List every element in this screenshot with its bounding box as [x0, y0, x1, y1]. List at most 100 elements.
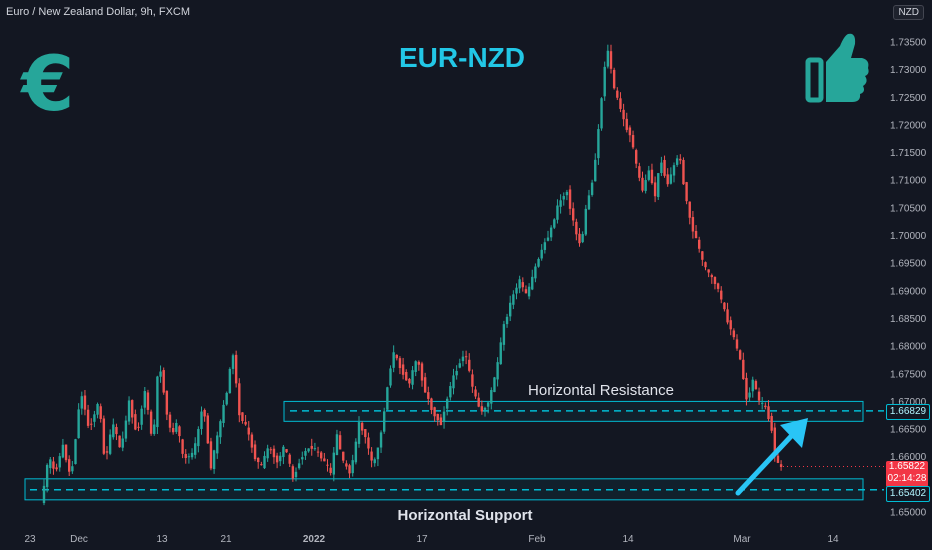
- candle-body: [55, 467, 58, 470]
- candle-body: [707, 269, 710, 273]
- candle-body: [200, 411, 203, 429]
- last-price-value: 1.65822: [888, 461, 926, 472]
- candle-body: [773, 427, 776, 457]
- candle-body: [477, 397, 480, 407]
- candle-body: [165, 390, 169, 415]
- thumbs-up-icon: [805, 33, 869, 103]
- candle-body: [143, 391, 146, 408]
- candle-body: [392, 352, 395, 368]
- candle-body: [688, 201, 691, 218]
- y-tick-label: 1.71000: [890, 176, 927, 187]
- candle-body: [194, 443, 197, 455]
- candle-body: [660, 162, 663, 173]
- arrow-shaft: [735, 428, 799, 496]
- candle-body: [483, 407, 487, 410]
- y-tick-label: 1.73500: [890, 38, 927, 49]
- candle-body: [553, 219, 556, 228]
- currency-badge[interactable]: NZD: [893, 5, 924, 20]
- y-tick-label: 1.72500: [890, 93, 927, 104]
- candle-body: [241, 412, 244, 422]
- candle-body: [474, 389, 477, 397]
- x-tick-label: 2022: [303, 534, 326, 545]
- y-tick-label: 1.68000: [890, 342, 927, 353]
- candle-body: [631, 135, 635, 148]
- support-label: Horizontal Support: [398, 507, 533, 524]
- candle-body: [515, 287, 518, 294]
- candle-body: [420, 363, 424, 381]
- candle-body: [294, 471, 298, 478]
- candle-body: [263, 455, 266, 469]
- candle-body: [222, 404, 225, 423]
- candle-body: [52, 461, 55, 469]
- candle-body: [216, 435, 219, 454]
- y-tick-label: 1.69000: [890, 286, 927, 297]
- candle-body: [323, 458, 326, 462]
- candle-body: [698, 239, 701, 249]
- candle-body: [704, 262, 707, 268]
- candle-body: [751, 379, 754, 392]
- candle-body: [77, 409, 80, 439]
- candle-body: [663, 159, 666, 176]
- y-tick-label: 1.65000: [890, 508, 927, 519]
- candle-body: [540, 249, 543, 259]
- x-tick-label: 14: [827, 534, 839, 545]
- candle-body: [701, 251, 704, 260]
- candle-body: [764, 405, 767, 408]
- candle-body: [628, 127, 632, 136]
- candle-body: [247, 427, 250, 435]
- candle-body: [748, 392, 751, 398]
- y-tick-label: 1.66000: [890, 452, 927, 463]
- candle-body: [638, 166, 641, 178]
- candle-body: [742, 359, 745, 379]
- candle-body: [423, 377, 427, 393]
- candle-body: [726, 309, 729, 323]
- candle-body: [108, 434, 112, 454]
- candle-body: [452, 375, 455, 389]
- candle-body: [581, 234, 584, 243]
- candle-body: [310, 445, 313, 449]
- candle-body: [137, 426, 140, 428]
- candle-body: [603, 66, 606, 97]
- candle-body: [405, 371, 408, 381]
- candle-body: [735, 339, 739, 349]
- candle-body: [181, 439, 184, 454]
- candle-body: [468, 359, 471, 371]
- candle-body: [584, 208, 587, 235]
- y-tick-label: 1.71500: [890, 148, 927, 159]
- candle-body: [679, 158, 682, 161]
- candle-body: [156, 376, 159, 428]
- candle-body: [379, 432, 383, 448]
- candle-body: [244, 421, 247, 425]
- candle-body: [383, 411, 386, 432]
- symbol-header[interactable]: Euro / New Zealand Dollar, 9h, FXCM: [6, 6, 191, 18]
- candle-body: [754, 381, 758, 390]
- candle-body: [556, 205, 559, 220]
- candle-body: [729, 320, 732, 330]
- candle-body: [565, 191, 569, 196]
- candle-body: [313, 448, 317, 450]
- candle-body: [496, 362, 499, 380]
- candle-body: [672, 165, 676, 176]
- candle-body: [127, 400, 131, 422]
- candle-body: [505, 316, 509, 325]
- candle-body: [502, 324, 506, 345]
- candle-body: [622, 109, 625, 120]
- candle-body: [685, 182, 688, 202]
- candle-body: [691, 217, 695, 232]
- candle-body: [93, 414, 96, 422]
- candle-body: [606, 50, 610, 67]
- candle-body: [260, 464, 263, 466]
- x-tick-label: Mar: [733, 534, 751, 545]
- candle-body: [99, 406, 102, 419]
- candle-body: [524, 289, 528, 294]
- candle-body: [90, 423, 93, 425]
- candle-body: [776, 455, 780, 463]
- candle-body: [401, 364, 405, 375]
- x-tick-label: 13: [156, 534, 168, 545]
- candle-body: [616, 90, 619, 98]
- candle-body: [68, 459, 71, 472]
- candle-body: [187, 456, 191, 458]
- candle-body: [257, 457, 260, 463]
